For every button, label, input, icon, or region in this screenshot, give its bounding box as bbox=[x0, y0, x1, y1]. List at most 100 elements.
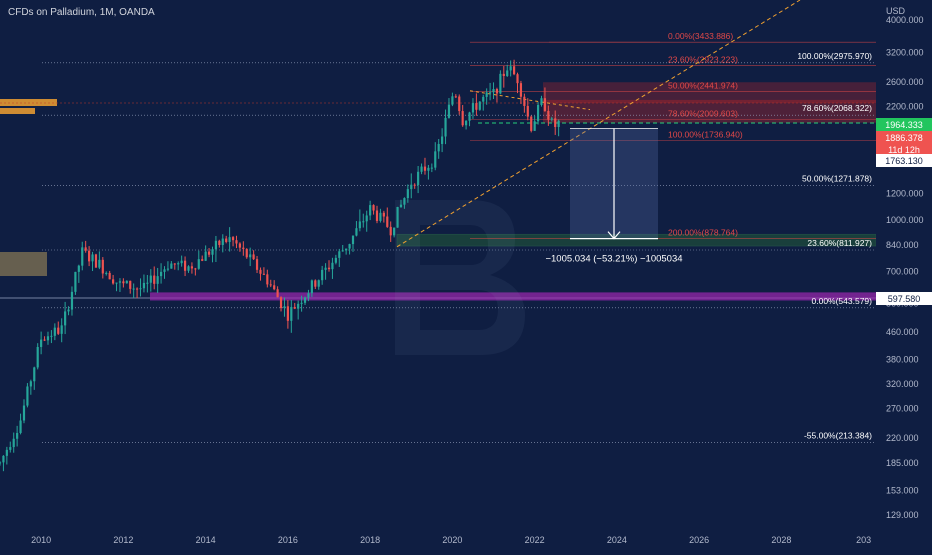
candle-body bbox=[468, 112, 471, 121]
candle-body bbox=[458, 96, 461, 112]
candle-body bbox=[0, 462, 2, 464]
candle-body bbox=[286, 306, 289, 321]
candle-body bbox=[36, 346, 39, 368]
candle-body bbox=[506, 70, 509, 77]
dashed-trendline bbox=[396, 0, 801, 248]
candle-body bbox=[197, 259, 200, 269]
candle-body bbox=[276, 289, 279, 298]
candle-body bbox=[478, 101, 481, 110]
time-tick-label: 2018 bbox=[360, 535, 380, 545]
candle-body bbox=[214, 240, 218, 250]
countdown-label: 11d 12h bbox=[888, 145, 920, 155]
candle-body bbox=[454, 96, 457, 98]
candle-body bbox=[262, 273, 265, 275]
red-resistance-zone bbox=[543, 82, 876, 104]
candle-body bbox=[149, 275, 152, 283]
candle-body bbox=[266, 274, 269, 285]
candle-body bbox=[345, 248, 348, 251]
candle-body bbox=[427, 167, 430, 171]
candle-body bbox=[129, 280, 132, 289]
price-tick-label: 380.000 bbox=[886, 354, 919, 364]
candle-body bbox=[245, 249, 248, 258]
fib-white-label: 78.60%(2068.322) bbox=[802, 103, 872, 113]
price-tick-label: 220.000 bbox=[886, 433, 919, 443]
candle-body bbox=[84, 247, 87, 251]
candle-body bbox=[57, 327, 60, 334]
candle-body bbox=[293, 306, 296, 309]
candle-body bbox=[362, 221, 365, 223]
candle-body bbox=[204, 251, 207, 261]
candle-body bbox=[543, 98, 547, 111]
candle-body bbox=[170, 263, 173, 269]
candle-body bbox=[235, 240, 238, 244]
time-tick-label: 2026 bbox=[689, 535, 709, 545]
candle-body bbox=[444, 117, 447, 137]
candle-body bbox=[540, 98, 543, 105]
candle-body bbox=[207, 251, 211, 255]
candle-body bbox=[67, 309, 70, 312]
candle-body bbox=[290, 306, 293, 321]
price-axis-bg bbox=[876, 0, 932, 550]
candle-body bbox=[430, 167, 433, 169]
candle-body bbox=[159, 271, 163, 277]
chart-title: CFDs on Palladium, 1M, OANDA bbox=[8, 7, 155, 18]
candle-body bbox=[9, 447, 12, 450]
candle-body bbox=[33, 367, 36, 382]
candle-body bbox=[355, 228, 358, 236]
candle-body bbox=[423, 166, 427, 171]
candle-body bbox=[46, 336, 50, 341]
current-price-label-bg bbox=[876, 118, 932, 131]
candle-body bbox=[112, 279, 115, 284]
candle-body bbox=[502, 73, 505, 77]
candle-body bbox=[153, 275, 156, 284]
time-tick-label: 2022 bbox=[525, 535, 545, 545]
candle-body bbox=[512, 66, 516, 75]
candle-body bbox=[2, 455, 5, 463]
candle-body bbox=[122, 281, 125, 284]
candle-body bbox=[19, 420, 22, 433]
candle-body bbox=[50, 335, 53, 337]
candle-body bbox=[396, 206, 399, 228]
price-axis[interactable]: USD 4000.0003200.0002600.0002200.0001500… bbox=[876, 0, 932, 550]
candle-body bbox=[115, 282, 118, 284]
time-tick-label: 2024 bbox=[607, 535, 627, 545]
candle-body bbox=[557, 120, 560, 127]
orange-supply-block bbox=[0, 108, 35, 114]
candle-body bbox=[399, 204, 403, 207]
candle-body bbox=[334, 257, 337, 263]
candle-body bbox=[451, 96, 454, 105]
fib-white-label: 23.60%(811.927) bbox=[807, 238, 872, 248]
candle-body bbox=[369, 205, 372, 216]
candle-body bbox=[300, 302, 303, 304]
candle-body bbox=[471, 103, 475, 113]
candle-body bbox=[218, 240, 221, 245]
candle-body bbox=[108, 272, 111, 280]
candle-body bbox=[386, 216, 389, 227]
candle-body bbox=[554, 118, 557, 127]
candle-body bbox=[310, 280, 313, 294]
candle-body bbox=[183, 260, 187, 271]
candle-body bbox=[550, 118, 553, 120]
candle-body bbox=[81, 247, 84, 266]
candle-body bbox=[365, 215, 368, 222]
candle-body bbox=[321, 269, 324, 281]
price-tick-label: 4000.000 bbox=[886, 15, 924, 25]
candles bbox=[0, 59, 560, 472]
measure-tool[interactable]: −1005.034 (−53.21%) −1005034 bbox=[545, 128, 683, 265]
candle-body bbox=[29, 381, 32, 387]
price-tick-label: 153.000 bbox=[886, 486, 919, 496]
candle-body bbox=[273, 285, 276, 290]
fib-white-label: 0.00%(543.579) bbox=[812, 296, 873, 306]
price-tick-label: 1000.000 bbox=[886, 215, 924, 225]
price-tick-label: 460.000 bbox=[886, 327, 919, 337]
candle-body bbox=[60, 325, 63, 334]
price-tick-label: 1200.000 bbox=[886, 189, 924, 199]
candle-body bbox=[475, 103, 478, 110]
candle-body bbox=[485, 92, 488, 97]
fib-red-label: 0.00%(3433.886) bbox=[668, 31, 733, 41]
time-axis[interactable]: 2010 2012 2014 2016 2018 2020 2022 2024 2026 2028… bbox=[31, 535, 871, 545]
